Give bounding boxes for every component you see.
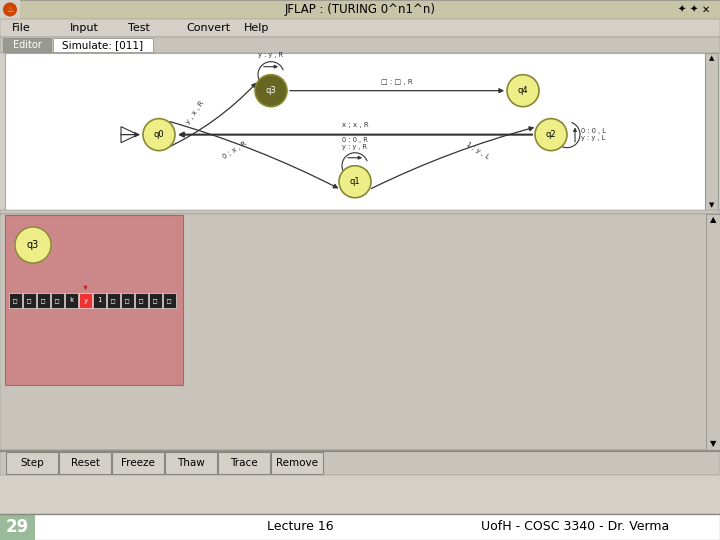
Text: □: □ xyxy=(41,298,45,303)
Text: Help: Help xyxy=(244,23,269,33)
Text: 1: 1 xyxy=(97,298,102,303)
Text: 1 ; y , L: 1 ; y , L xyxy=(465,140,490,160)
Circle shape xyxy=(255,75,287,107)
FancyBboxPatch shape xyxy=(0,210,720,214)
Text: Simulate: [011]: Simulate: [011] xyxy=(63,40,143,50)
Text: 0 ; x , R: 0 ; x , R xyxy=(222,140,248,160)
Text: Remove: Remove xyxy=(276,458,318,468)
FancyBboxPatch shape xyxy=(93,293,106,308)
Text: □: □ xyxy=(112,298,116,303)
Text: □: □ xyxy=(27,298,32,303)
Text: ▲: ▲ xyxy=(708,55,714,61)
Text: Trace: Trace xyxy=(230,458,258,468)
Text: □: □ xyxy=(14,298,17,303)
FancyBboxPatch shape xyxy=(135,293,148,308)
Text: y , x , R: y , x , R xyxy=(185,100,205,125)
Text: y : y , R: y : y , R xyxy=(258,52,284,58)
Text: x ; x , R: x ; x , R xyxy=(342,122,369,127)
Circle shape xyxy=(535,119,567,151)
Text: Lecture 16: Lecture 16 xyxy=(266,521,333,534)
Text: Test: Test xyxy=(128,23,150,33)
FancyBboxPatch shape xyxy=(121,293,134,308)
FancyBboxPatch shape xyxy=(9,293,22,308)
FancyBboxPatch shape xyxy=(3,38,51,52)
Text: Reset: Reset xyxy=(71,458,99,468)
Text: ✕: ✕ xyxy=(702,4,710,15)
Text: q1: q1 xyxy=(350,177,360,186)
Circle shape xyxy=(143,119,175,151)
Text: □: □ xyxy=(55,298,60,303)
FancyBboxPatch shape xyxy=(0,0,720,19)
Text: ▼: ▼ xyxy=(708,202,714,208)
FancyBboxPatch shape xyxy=(107,293,120,308)
Text: UofH - COSC 3340 - Dr. Verma: UofH - COSC 3340 - Dr. Verma xyxy=(481,521,669,534)
FancyBboxPatch shape xyxy=(271,452,323,474)
Text: □: □ xyxy=(167,298,171,303)
Text: □: □ xyxy=(140,298,143,303)
Text: □: □ xyxy=(153,298,158,303)
Text: 0 : 0 , L
y : y , L: 0 : 0 , L y : y , L xyxy=(580,128,606,141)
FancyBboxPatch shape xyxy=(53,38,153,52)
Text: File: File xyxy=(12,23,31,33)
FancyBboxPatch shape xyxy=(0,514,35,540)
FancyBboxPatch shape xyxy=(149,293,162,308)
FancyBboxPatch shape xyxy=(706,214,720,450)
Text: ▲: ▲ xyxy=(710,215,716,225)
Circle shape xyxy=(507,75,539,107)
Text: 29: 29 xyxy=(6,518,29,536)
Text: JFLAP : (TURING 0^n1^n): JFLAP : (TURING 0^n1^n) xyxy=(284,3,436,16)
Text: ♨: ♨ xyxy=(6,5,14,14)
FancyBboxPatch shape xyxy=(165,452,217,474)
FancyBboxPatch shape xyxy=(23,293,36,308)
FancyBboxPatch shape xyxy=(0,214,720,450)
Circle shape xyxy=(15,227,51,263)
FancyBboxPatch shape xyxy=(705,53,718,210)
Text: Thaw: Thaw xyxy=(177,458,205,468)
FancyBboxPatch shape xyxy=(218,452,270,474)
Text: □: □ xyxy=(125,298,130,303)
FancyBboxPatch shape xyxy=(0,450,720,475)
Text: ✦: ✦ xyxy=(690,4,698,15)
FancyBboxPatch shape xyxy=(0,0,20,19)
FancyBboxPatch shape xyxy=(37,293,50,308)
Text: Step: Step xyxy=(20,458,44,468)
Text: Convert: Convert xyxy=(186,23,230,33)
FancyBboxPatch shape xyxy=(65,293,78,308)
FancyBboxPatch shape xyxy=(79,293,92,308)
Text: ✦: ✦ xyxy=(678,4,686,15)
Text: k: k xyxy=(69,298,73,303)
Text: Freeze: Freeze xyxy=(121,458,155,468)
Text: ▼: ▼ xyxy=(710,440,716,449)
FancyBboxPatch shape xyxy=(5,215,183,385)
Text: q3: q3 xyxy=(266,86,276,95)
FancyBboxPatch shape xyxy=(59,452,111,474)
Text: q4: q4 xyxy=(518,86,528,95)
FancyBboxPatch shape xyxy=(6,452,58,474)
Text: q3: q3 xyxy=(27,240,39,250)
Text: q2: q2 xyxy=(546,130,557,139)
Circle shape xyxy=(339,166,371,198)
FancyBboxPatch shape xyxy=(5,53,705,210)
Text: q0: q0 xyxy=(153,130,164,139)
Circle shape xyxy=(3,3,17,17)
FancyBboxPatch shape xyxy=(0,514,720,540)
FancyBboxPatch shape xyxy=(0,37,720,53)
Text: Editor: Editor xyxy=(13,40,41,50)
FancyBboxPatch shape xyxy=(0,19,720,37)
FancyBboxPatch shape xyxy=(51,293,64,308)
Text: Input: Input xyxy=(70,23,99,33)
Text: 0 : 0 , R
y : y , R: 0 : 0 , R y : y , R xyxy=(342,137,368,150)
Text: □ : □ , R: □ : □ , R xyxy=(381,79,413,85)
Text: y: y xyxy=(84,298,88,303)
FancyBboxPatch shape xyxy=(163,293,176,308)
FancyBboxPatch shape xyxy=(112,452,164,474)
